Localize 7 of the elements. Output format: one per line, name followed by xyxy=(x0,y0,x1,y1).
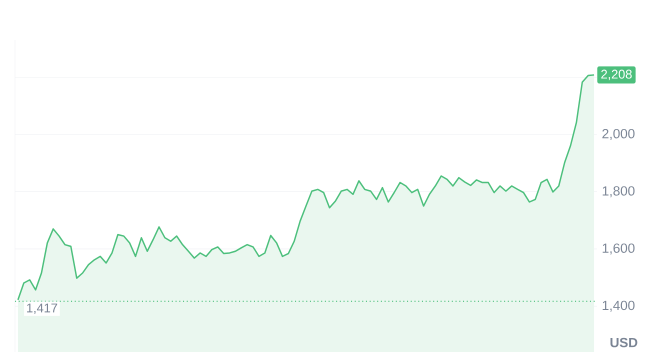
y-tick-label: 1,600 xyxy=(602,243,635,254)
y-tick-label: 1,800 xyxy=(602,186,635,198)
y-tick-label: 1,400 xyxy=(602,300,635,312)
ref-line-label: 1,417 xyxy=(27,304,58,314)
y-tick-label: 2,000 xyxy=(602,128,635,140)
annotation: 2,208 xyxy=(601,70,632,80)
y-axis-title: USD xyxy=(610,338,638,348)
